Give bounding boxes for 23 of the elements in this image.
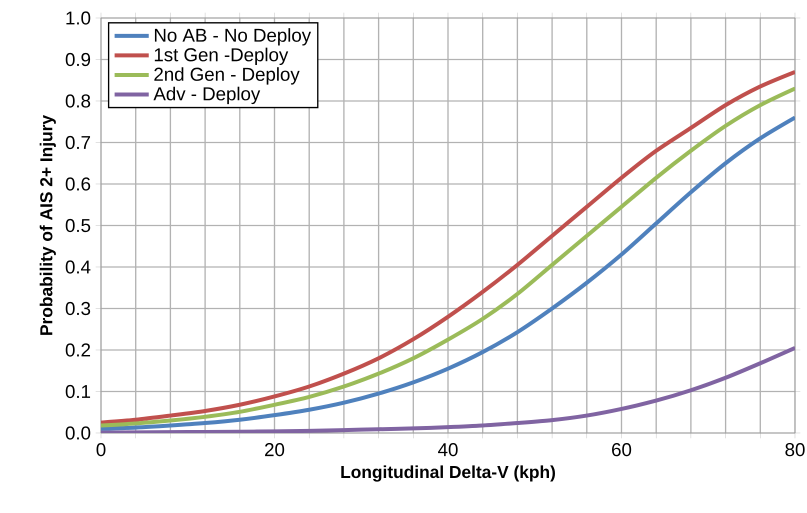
x-tick-label: 60 — [612, 443, 632, 456]
y-tick-label: 0.6 — [66, 177, 90, 191]
y-tick-label: 0.9 — [66, 52, 90, 66]
legend-label: 2nd Gen - Deploy — [154, 67, 300, 85]
y-tick-label: 0.3 — [66, 302, 90, 316]
legend-label: 1st Gen -Deploy — [154, 48, 288, 66]
y-tick-label: 0.7 — [66, 136, 90, 150]
x-tick-label: 20 — [265, 443, 284, 456]
y-tick-label: 1.0 — [66, 11, 90, 25]
y-tick-label: 0.4 — [66, 260, 90, 274]
y-tick-label: 0.0 — [66, 426, 90, 440]
y-tick-label: 0.2 — [66, 343, 90, 357]
y-tick-label: 0.1 — [66, 384, 90, 398]
y-axis-title: Probability of AIS 2+ Injury — [40, 115, 56, 335]
legend-label: Adv - Deploy — [153, 86, 260, 104]
legend-label: No AB - No Deploy — [154, 28, 312, 46]
x-tick-label: 40 — [438, 443, 458, 456]
y-tick-label: 0.5 — [66, 218, 90, 232]
y-tick-label: 0.8 — [66, 94, 90, 108]
x-axis-title: Longitudinal Delta-V (kph) — [341, 465, 555, 482]
line-series — [101, 346, 795, 433]
x-tick-label: 80 — [785, 443, 805, 456]
x-tick-label: 0 — [96, 443, 106, 456]
